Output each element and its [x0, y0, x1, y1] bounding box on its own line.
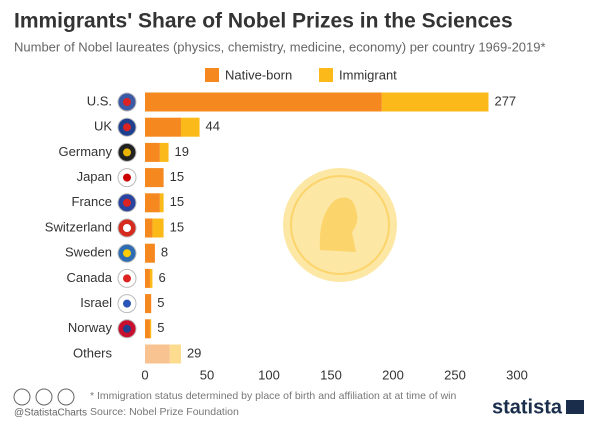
bar-segment	[159, 142, 169, 162]
flag-accent	[123, 249, 131, 258]
y-tick-label: France	[72, 194, 112, 209]
bar-segment	[152, 218, 164, 238]
footer-icons	[13, 388, 584, 414]
x-tick-label: 200	[382, 367, 404, 382]
medal-profile	[319, 197, 358, 252]
bar-segment	[149, 319, 152, 339]
legend-label: Native-born	[225, 67, 292, 82]
nd-icon	[57, 388, 75, 406]
x-tick-label: 150	[320, 367, 342, 382]
bar-segment	[145, 268, 150, 288]
bar-segment	[145, 294, 152, 314]
x-tick-label: 300	[506, 367, 528, 382]
y-tick-label: UK	[94, 119, 112, 134]
bar-segment	[145, 193, 160, 213]
value-label: 15	[170, 169, 184, 184]
medal-ring	[290, 175, 390, 275]
flag-accent	[123, 123, 131, 132]
bar-segment	[180, 117, 200, 137]
flag-accent	[123, 274, 131, 283]
brand-icon	[566, 400, 584, 414]
value-label: 15	[170, 219, 184, 234]
x-tick-label: 0	[141, 367, 148, 382]
bar-segment	[169, 344, 181, 364]
legend-swatch	[205, 68, 219, 82]
value-label: 277	[494, 93, 516, 108]
bar-segment	[145, 168, 164, 188]
source: Source: Nobel Prize Foundation	[90, 406, 239, 418]
y-tick-label: Japan	[77, 169, 112, 184]
y-tick-label: Israel	[80, 295, 112, 310]
y-tick-label: Norway	[68, 320, 113, 335]
y-tick-label: Canada	[66, 270, 112, 285]
bar-segment	[145, 117, 181, 137]
bar-segment	[145, 344, 170, 364]
value-label: 5	[157, 320, 164, 335]
value-label: 44	[206, 119, 220, 134]
value-label: 5	[157, 295, 164, 310]
bar-segment	[381, 92, 489, 112]
y-tick-label: Germany	[59, 144, 113, 159]
bar-segment	[145, 243, 155, 263]
bar-segment	[149, 268, 153, 288]
chart-title: Immigrants' Share of Nobel Prizes in the…	[14, 10, 513, 33]
chart-subtitle: Number of Nobel laureates (physics, chem…	[14, 39, 546, 54]
legend-swatch	[319, 68, 333, 82]
y-tick-label: Sweden	[65, 245, 112, 260]
bar-segment	[145, 142, 160, 162]
credit: @StatistaCharts	[14, 408, 87, 419]
value-label: 8	[161, 245, 168, 260]
footnote: * Immigration status determined by place…	[90, 390, 456, 402]
y-tick-label: Switzerland	[45, 219, 112, 234]
bar-segment	[159, 193, 164, 213]
value-label: 19	[175, 144, 189, 159]
bar-segment	[145, 218, 153, 238]
flag-accent	[123, 148, 131, 157]
legend-label: Immigrant	[339, 67, 397, 82]
brand: statista	[492, 396, 563, 418]
cc-icon	[13, 388, 31, 406]
flag-accent	[123, 324, 131, 333]
medal	[283, 168, 397, 282]
bar-segment	[145, 92, 382, 112]
flag-accent	[123, 173, 131, 182]
x-tick-label: 250	[444, 367, 466, 382]
flag-accent	[123, 299, 131, 308]
bar-segment	[145, 319, 150, 339]
by-icon	[35, 388, 53, 406]
value-label: 29	[187, 345, 201, 360]
value-label: 6	[158, 270, 165, 285]
flag-accent	[123, 98, 131, 106]
x-tick-label: 50	[200, 367, 214, 382]
value-label: 15	[170, 194, 184, 209]
y-tick-label: Others	[73, 345, 113, 360]
flag-accent	[123, 198, 131, 207]
flag-accent	[123, 224, 131, 232]
y-tick-label: U.S.	[87, 93, 112, 108]
x-tick-label: 100	[258, 367, 280, 382]
